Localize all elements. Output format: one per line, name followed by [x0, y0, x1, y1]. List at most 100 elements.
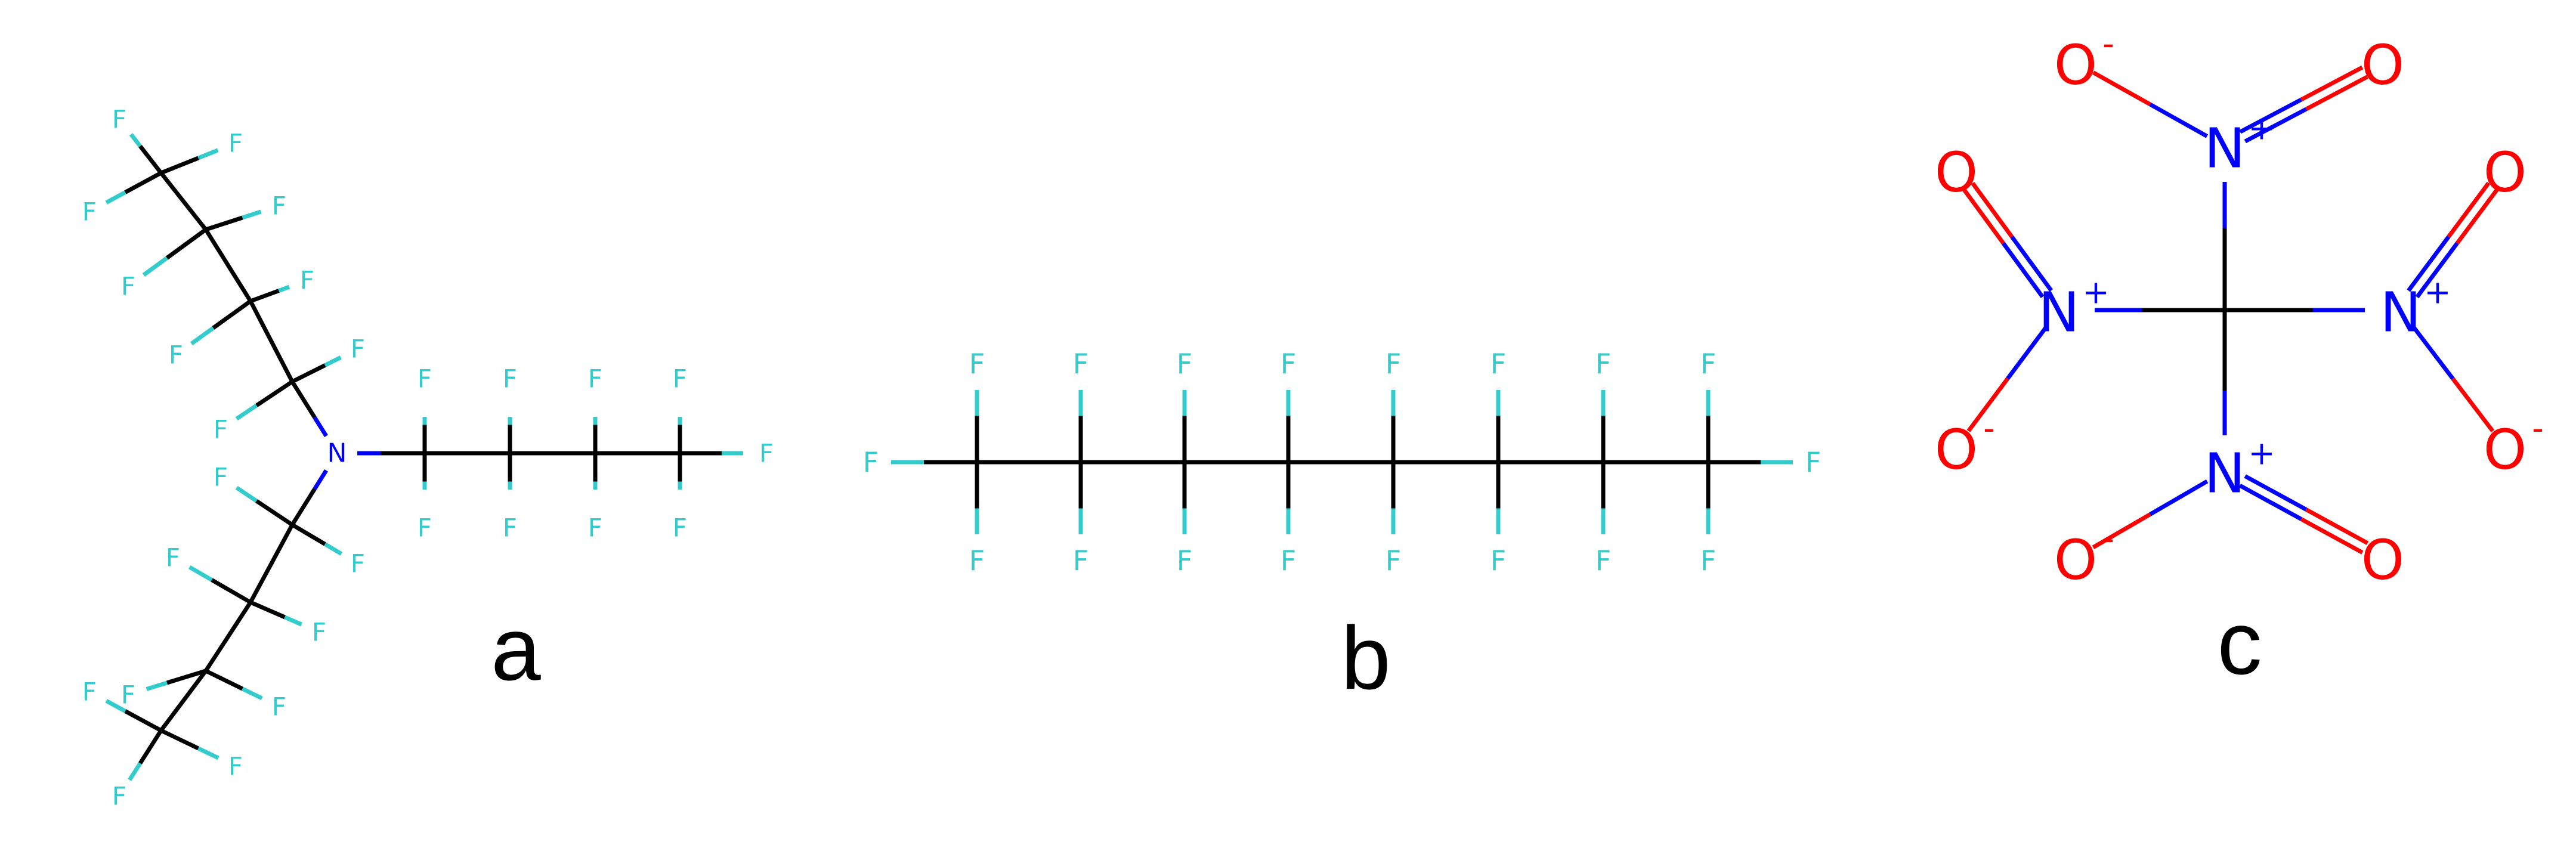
nitrogen-atom: N	[2204, 117, 2246, 181]
fluorine-atom: F	[121, 680, 135, 710]
molecule-c-tetranitromethane: N +O - ON +O -ON +O -ON +O - O	[1935, 25, 2544, 592]
double-bond-half	[2415, 242, 2459, 299]
oxygen-atom: O	[2484, 141, 2526, 205]
fluorine-atom: F	[112, 782, 126, 811]
fluorine-atom: F	[503, 364, 517, 394]
fluorine-atom: F	[588, 364, 602, 394]
double-bond-half	[2239, 97, 2302, 134]
bond-carbon-half	[255, 380, 293, 407]
bond-carbon-half	[249, 289, 280, 304]
double-bond-half	[2407, 236, 2451, 292]
bond-carbon-half	[205, 668, 244, 691]
fluorine-atom: F	[169, 341, 183, 370]
bond-carbon-half	[291, 522, 326, 546]
bond-hetero-half	[2006, 325, 2049, 380]
bond-carbon-half	[124, 709, 162, 733]
fluorine-atom: F	[1700, 348, 1716, 380]
fluorine-atom: F	[1073, 544, 1088, 577]
fluorine-atom: F	[1805, 446, 1821, 478]
double-bond-half	[2244, 474, 2308, 512]
fluorine-atom: F	[214, 463, 228, 492]
double-bond-half	[2447, 181, 2491, 239]
bond-carbon-half	[160, 156, 199, 175]
bond-hetero-half	[190, 326, 215, 346]
bond-carbon-half	[138, 144, 163, 175]
bond-hetero-half	[105, 190, 126, 205]
bond-carbon-half	[166, 668, 207, 685]
bond-carbon-half	[160, 728, 200, 751]
fluorine-atom: F	[312, 618, 326, 647]
bond-carbon-half	[211, 578, 252, 605]
bond-hetero-half	[313, 469, 328, 490]
double-bond-half	[2001, 242, 2045, 298]
bond-carbon-half	[165, 228, 208, 260]
fluorine-atom: F	[759, 439, 774, 468]
fluorine-atom: F	[1177, 544, 1192, 577]
bond-carbon-half	[205, 215, 243, 232]
bond-hetero-half	[2149, 479, 2209, 516]
double-bond-half	[1971, 182, 2014, 239]
oxygen-atom: O	[1935, 418, 1978, 482]
nitrogen-atom: N	[2204, 442, 2246, 506]
nitrogen-atom: N	[2039, 281, 2080, 345]
panel-label-c: c	[2218, 593, 2262, 693]
bond-carbon-half	[212, 299, 252, 330]
oxygen-atom: O	[2361, 528, 2404, 592]
fluorine-atom: F	[351, 549, 365, 578]
carbon-carbon-bond	[159, 669, 208, 732]
double-bond-half	[2455, 188, 2499, 244]
carbon-carbon-bond	[204, 228, 252, 302]
bond-carbon-half	[255, 499, 293, 527]
bond-hetero-half	[324, 355, 342, 367]
bond-hetero-half	[2092, 70, 2151, 107]
nitrogen-atom: N	[327, 438, 347, 469]
fluorine-atom: F	[112, 105, 126, 134]
double-bond-half	[2305, 507, 2369, 545]
fluorine-atom: F	[503, 513, 517, 543]
bond-hetero-half	[313, 416, 328, 438]
fluorine-atom: F	[418, 364, 432, 394]
carbon-carbon-bond	[248, 524, 295, 603]
fluorine-atom: F	[1700, 544, 1716, 577]
positive-charge: +	[2248, 110, 2275, 147]
double-bond-half	[1962, 188, 2005, 244]
fluorine-atom: F	[1490, 348, 1506, 380]
bond-hetero-half	[242, 209, 262, 220]
negative-charge: -	[1983, 410, 1995, 447]
oxygen-atom: O	[2054, 33, 2097, 97]
positive-charge: +	[2082, 274, 2109, 311]
bond-hetero-half	[2149, 102, 2209, 138]
fluorine-atom: F	[228, 129, 243, 158]
fluorine-atom: F	[1595, 544, 1611, 577]
bond-hetero-half	[142, 256, 169, 277]
molecule-b-perfluorooctane: F F F F F F F F F F F F F F F F F F	[863, 348, 1821, 577]
fluorine-atom: F	[351, 335, 365, 364]
oxygen-atom: O	[2484, 418, 2526, 482]
double-bond-half	[2010, 236, 2054, 292]
molecule-a-perfluorotributylamine: N F F F F F F F F F F F F F F F F F F F F F F F F F F F	[82, 105, 774, 811]
fluorine-atom: F	[272, 191, 286, 221]
fluorine-atom: F	[673, 513, 687, 543]
double-bond-half	[2238, 484, 2302, 521]
bond-carbon-half	[138, 729, 163, 764]
fluorine-atom: F	[121, 272, 135, 301]
bond-hetero-half	[197, 148, 219, 160]
bond-hetero-half	[324, 542, 343, 556]
fluorine-atom: F	[272, 692, 286, 722]
bond-carbon-half	[290, 488, 317, 526]
oxygen-atom: O	[2054, 528, 2097, 592]
fluorine-atom: F	[1386, 348, 1401, 380]
fluorine-atom: F	[1073, 348, 1088, 380]
double-bond-half	[2244, 107, 2308, 144]
carbon-carbon-bond	[159, 171, 208, 231]
fluorine-atom: F	[1386, 544, 1401, 577]
bond-carbon-half	[124, 171, 162, 194]
fluorine-atom: F	[1595, 348, 1611, 380]
negative-charge: -	[2532, 410, 2544, 447]
double-bond-half	[2300, 65, 2364, 102]
oxygen-atom: O	[2361, 33, 2404, 97]
double-bond-half	[2300, 517, 2364, 555]
negative-charge: -	[2102, 25, 2114, 63]
carbon-carbon-bond	[248, 300, 295, 383]
